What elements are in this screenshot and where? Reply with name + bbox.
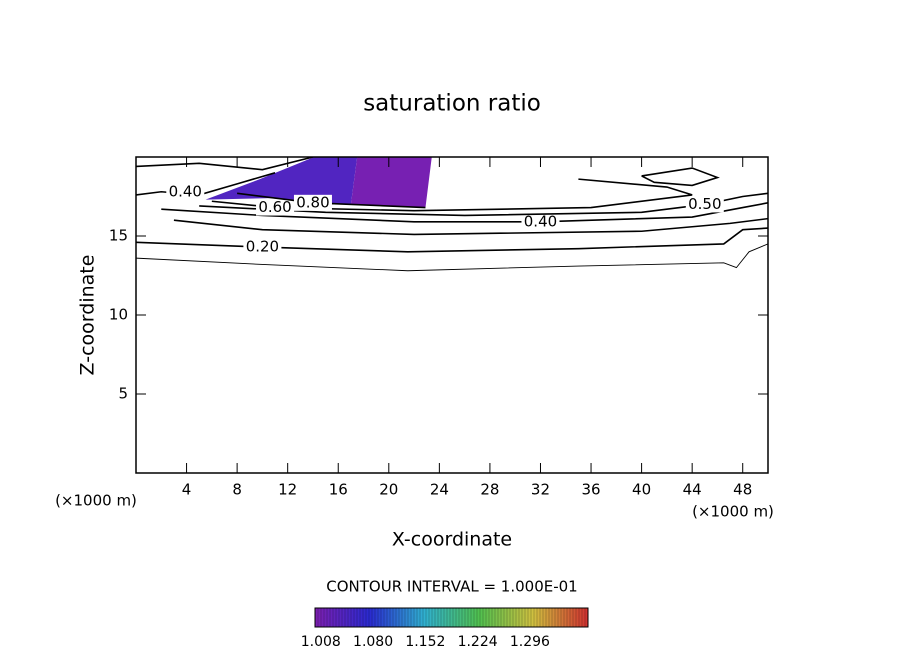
contour-line xyxy=(199,192,768,217)
x-tick-label: 28 xyxy=(480,481,499,499)
x-tick-label: 40 xyxy=(632,481,651,499)
chart-title: saturation ratio xyxy=(363,91,541,117)
colorbar xyxy=(314,607,589,628)
contour-line xyxy=(173,217,768,236)
contour-label: 0.50 xyxy=(688,195,721,213)
contour-label-bg xyxy=(256,199,295,216)
y-tick-label: 5 xyxy=(118,385,128,403)
contour-line xyxy=(136,243,768,272)
contour-label: 0.40 xyxy=(524,212,557,230)
x-tick-label: 24 xyxy=(430,481,449,499)
contour-label: 0.20 xyxy=(246,238,279,256)
contour-label-bg xyxy=(166,183,205,200)
annotation: CONTOUR INTERVAL = 1.000E-01 xyxy=(326,578,577,596)
x-tick-label: 44 xyxy=(683,481,702,499)
x-tick-label: 8 xyxy=(232,481,242,499)
x-tick-label: 32 xyxy=(531,481,550,499)
x-tick-label: 16 xyxy=(329,481,348,499)
colorbar-tick-label: 1.008 xyxy=(301,634,341,650)
contour-line xyxy=(136,227,768,253)
colorbar-tick-label: 1.080 xyxy=(353,634,393,650)
colorbar-tick-label: 1.152 xyxy=(405,634,445,650)
x-unit-label: (×1000 m) xyxy=(692,503,774,521)
x-unit-label: (×1000 m) xyxy=(55,492,137,510)
x-tick-label: 20 xyxy=(379,481,398,499)
y-tick-label: 15 xyxy=(109,227,128,245)
plot-frame xyxy=(135,156,769,474)
x-tick-label: 48 xyxy=(733,481,752,499)
colorbar-tick-label: 1.224 xyxy=(458,634,498,650)
contour-label: 0.60 xyxy=(258,198,291,216)
contour-line xyxy=(136,157,314,171)
contour-label-bg xyxy=(243,239,282,256)
contour-label-bg xyxy=(293,194,332,211)
x-tick-label: 36 xyxy=(581,481,600,499)
y-axis-label: Z-coordinate xyxy=(77,255,99,376)
x-axis-label: X-coordinate xyxy=(392,529,512,551)
contour-line xyxy=(641,167,720,187)
contour-label-bg xyxy=(521,213,560,230)
y-tick-label: 10 xyxy=(109,306,128,324)
shaded-region xyxy=(350,157,432,208)
contour-label: 0.80 xyxy=(296,193,329,211)
contour-label: 0.40 xyxy=(169,182,202,200)
contour-label-bg xyxy=(685,196,724,213)
colorbar-tick-label: 1.296 xyxy=(510,634,550,650)
x-tick-label: 12 xyxy=(278,481,297,499)
shaded-region xyxy=(205,157,358,205)
x-tick-label: 4 xyxy=(182,481,192,499)
